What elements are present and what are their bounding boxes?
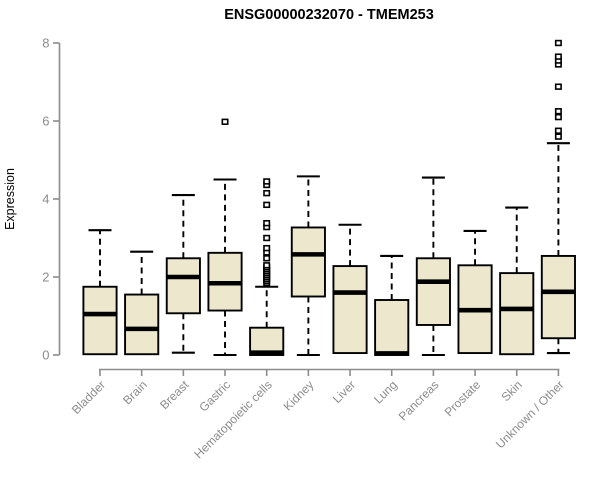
outlier-point	[554, 53, 562, 60]
x-tick-label: Kidney	[281, 378, 317, 414]
box-kidney	[290, 226, 326, 298]
box-bladder	[82, 285, 118, 356]
outlier-point	[221, 118, 229, 125]
chart-title: ENSG00000232070 - TMEM253	[224, 7, 434, 23]
box-brain	[124, 293, 160, 356]
x-tick-label: Lung	[371, 378, 400, 407]
outlier-point	[554, 83, 562, 90]
y-axis-label: Expression	[3, 168, 17, 230]
outlier-point	[263, 219, 271, 227]
outlier-point	[263, 262, 271, 269]
y-tick-label: 6	[42, 114, 49, 129]
outlier-point	[263, 244, 271, 252]
y-tick-label: 8	[42, 36, 49, 51]
outlier-point	[554, 133, 562, 140]
x-tick-label: Brain	[120, 378, 150, 408]
box-breast	[165, 257, 201, 315]
outlier-point	[554, 127, 562, 134]
outlier-point	[263, 234, 271, 242]
outlier-point	[554, 39, 562, 47]
outlier-point	[263, 189, 271, 197]
x-tick-label: Skin	[498, 378, 524, 404]
x-tick-label: Bladder	[69, 378, 108, 417]
outlier-point	[554, 108, 562, 115]
x-tick-label: Breast	[157, 377, 192, 412]
box-lung	[374, 299, 410, 356]
outlier-point	[263, 255, 271, 262]
outlier-point	[554, 113, 562, 121]
x-tick-label: Liver	[330, 378, 358, 406]
x-tick-label: Hematopoietic cells	[191, 378, 274, 461]
y-tick-label: 0	[42, 348, 49, 363]
x-tick-label: Gastric	[196, 378, 233, 415]
box-liver	[332, 265, 368, 354]
x-tick-label: Pancreas	[396, 378, 442, 424]
box-skin	[499, 272, 535, 356]
y-tick-label: 4	[42, 192, 49, 207]
box-unknown-other	[540, 254, 576, 340]
outlier-point	[263, 178, 271, 185]
box-pancreas	[415, 257, 451, 326]
plot-area: 0 2 4 6 8 Bladder Brain Breast GastricHematopoie…	[42, 36, 576, 461]
x-tick-label: Prostate	[442, 378, 484, 420]
y-tick-label: 2	[42, 270, 49, 285]
outlier-point	[263, 201, 271, 209]
